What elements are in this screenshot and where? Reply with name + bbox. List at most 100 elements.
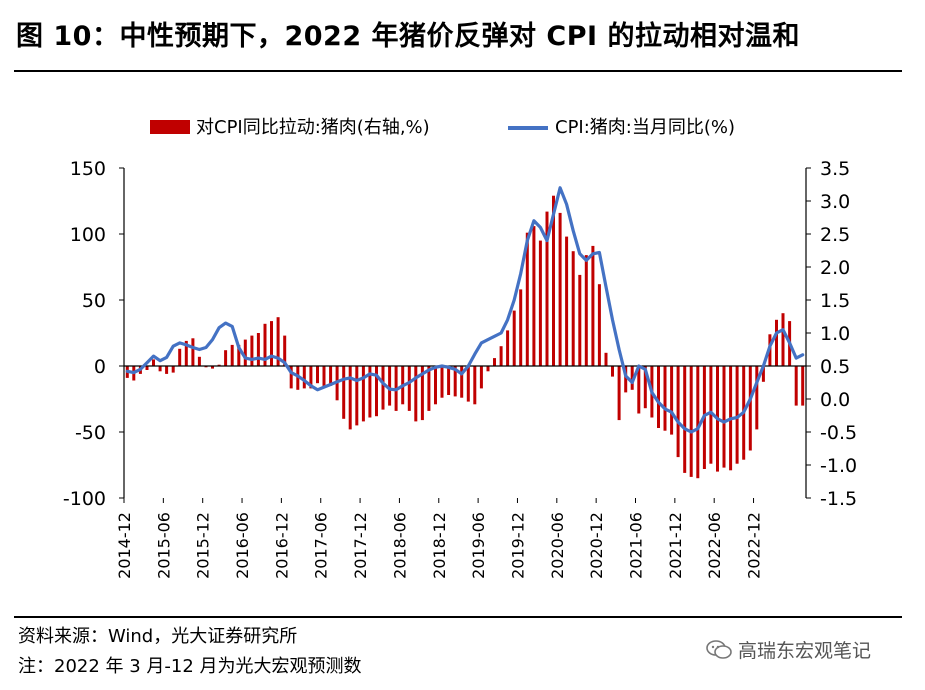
bar — [460, 366, 464, 398]
bar — [158, 366, 162, 372]
right-tick-label: -0.5 — [820, 422, 857, 444]
bar — [322, 366, 326, 388]
bar — [407, 366, 411, 411]
x-tick-label: 2016-12 — [272, 512, 291, 579]
bar — [342, 366, 346, 419]
left-tick-label: 0 — [94, 356, 106, 378]
bar — [329, 366, 333, 386]
left-tick-label: 100 — [70, 224, 106, 246]
legend-line-label: CPI:猪肉:当月同比(%) — [555, 117, 735, 138]
bar — [256, 333, 260, 366]
x-tick-label: 2020-06 — [548, 512, 567, 579]
right-tick-label: 1.0 — [820, 323, 850, 345]
bar — [204, 366, 208, 368]
bar — [375, 366, 378, 417]
legend: 对CPI同比拉动:猪肉(右轴,%) CPI:猪肉:当月同比(%) — [150, 117, 735, 138]
bar — [414, 366, 418, 422]
bar — [624, 366, 628, 393]
bar — [794, 366, 798, 406]
x-tick-label: 2018-12 — [430, 512, 449, 579]
bar — [152, 359, 155, 366]
bar — [604, 352, 608, 366]
bar — [532, 226, 536, 366]
bar — [689, 366, 693, 477]
bar — [197, 356, 201, 366]
bar — [243, 339, 247, 366]
bar — [302, 366, 306, 389]
bar — [348, 366, 352, 430]
right-tick-label: -1.5 — [820, 488, 857, 510]
bar — [479, 366, 483, 389]
bar — [597, 284, 601, 366]
bar — [709, 366, 713, 464]
left-tick-label: 150 — [70, 158, 106, 180]
x-tick-label: 2019-12 — [508, 512, 527, 579]
bar — [211, 366, 214, 369]
x-tick-label: 2015-06 — [154, 512, 173, 579]
bar — [466, 366, 470, 402]
bar — [775, 319, 778, 366]
wechat-icon — [706, 639, 732, 659]
bar — [663, 366, 667, 431]
forecast-note: 注：2022 年 3 月-12 月为光大宏观预测数 — [18, 656, 362, 677]
bar — [289, 366, 293, 389]
bar — [545, 211, 549, 366]
bar — [493, 358, 496, 366]
right-tick-label: 2.5 — [820, 224, 850, 246]
bar-series — [125, 195, 805, 479]
bar — [316, 366, 319, 384]
chart: 对CPI同比拉动:猪肉(右轴,%) CPI:猪肉:当月同比(%) 150 100 5… — [63, 117, 857, 579]
bar — [591, 245, 595, 366]
bar — [676, 366, 680, 458]
bar — [309, 366, 313, 389]
x-tick-label: 2022-12 — [745, 512, 764, 579]
bar — [145, 366, 149, 370]
bar — [761, 366, 765, 382]
bar — [165, 366, 169, 374]
figure-title: 图 10：中性预期下，2022 年猪价反弹对 CPI 的拉动相对温和 — [16, 21, 800, 52]
bar — [565, 236, 569, 366]
bar — [617, 366, 621, 421]
source-note: 资料来源：Wind，光大证券研究所 — [18, 626, 298, 647]
bar — [178, 348, 182, 366]
bar — [473, 366, 477, 405]
left-tick-label: -100 — [63, 488, 106, 510]
left-tick-label: -50 — [75, 422, 106, 444]
bar — [519, 289, 523, 366]
bar — [506, 330, 510, 366]
bar — [755, 366, 759, 430]
bar — [355, 366, 359, 426]
tick-labels: 150 100 50 0 -50 -100 3.5 3.0 2.5 2.0 1.5 1.0 0.5 0.0… — [63, 158, 857, 579]
x-tick-label: 2022-06 — [705, 512, 724, 579]
watermark: 高瑞东宏观笔记 — [706, 636, 871, 663]
right-tick-label: -1.0 — [820, 455, 857, 477]
bar — [683, 366, 687, 473]
bar — [368, 366, 372, 418]
bar — [552, 195, 555, 366]
bar — [486, 366, 490, 372]
right-tick-label: 3.0 — [820, 191, 850, 213]
legend-bar-label: 对CPI同比拉动:猪肉(右轴,%) — [196, 117, 430, 138]
bar — [611, 366, 614, 377]
bar — [801, 366, 805, 406]
axes — [119, 167, 811, 499]
x-tick-label: 2020-12 — [587, 512, 606, 579]
bar — [276, 317, 280, 366]
footer-divider — [14, 616, 902, 618]
bar — [434, 366, 437, 405]
watermark-text: 高瑞东宏观笔记 — [738, 640, 872, 662]
bar — [735, 366, 739, 464]
bar — [558, 212, 562, 366]
x-tick-label: 2017-06 — [312, 512, 331, 579]
x-tick-label: 2018-06 — [390, 512, 409, 579]
title-divider — [14, 70, 902, 72]
bar — [643, 366, 647, 409]
bar — [696, 366, 700, 479]
bar — [571, 251, 575, 366]
bar — [171, 366, 175, 373]
bar — [388, 366, 392, 406]
bar — [250, 335, 254, 366]
x-tick-label: 2017-12 — [351, 512, 370, 579]
bar — [453, 366, 457, 397]
bar — [781, 313, 785, 366]
